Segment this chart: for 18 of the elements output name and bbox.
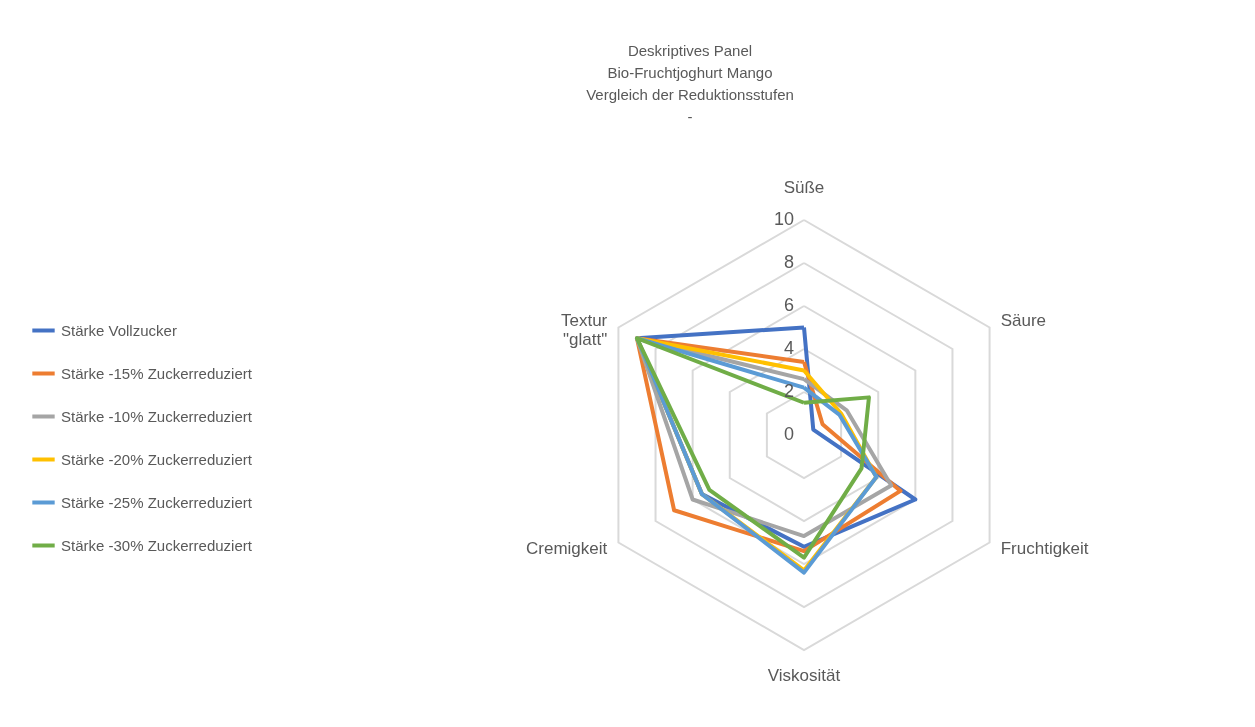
y-tick-label: 6: [783, 295, 794, 315]
y-tick-label: 8: [783, 252, 794, 272]
y-tick-label: 4: [783, 338, 794, 358]
chart-title: Deskriptives Panel Bio-Fruchtjoghurt Mango Vergleich der Reduktionsstufen -: [586, 42, 794, 125]
spoke-label: Viskosität: [767, 665, 841, 685]
spoke-label: Cremigkeit: [526, 538, 608, 558]
legend-label: Stärke -15% Zuckerreduziert: [61, 364, 253, 382]
legend-label: Stärke -10% Zuckerreduziert: [61, 407, 253, 425]
spoke-label: Süße: [783, 177, 825, 197]
legend-label: Stärke -20% Zuckerreduziert: [61, 450, 253, 468]
spoke-label: Säure: [1000, 311, 1047, 331]
spoke-label: Textur "glatt": [560, 311, 608, 350]
legend-label: Stärke -25% Zuckerreduziert: [61, 493, 253, 511]
spoke-label: Fruchtigkeit: [1000, 538, 1089, 558]
legend-label: Stärke -30% Zuckerreduziert: [61, 536, 253, 554]
legend-label: Stärke Vollzucker: [61, 321, 177, 339]
y-tick-label: 0: [783, 424, 794, 444]
y-tick-label: 10: [773, 209, 794, 229]
